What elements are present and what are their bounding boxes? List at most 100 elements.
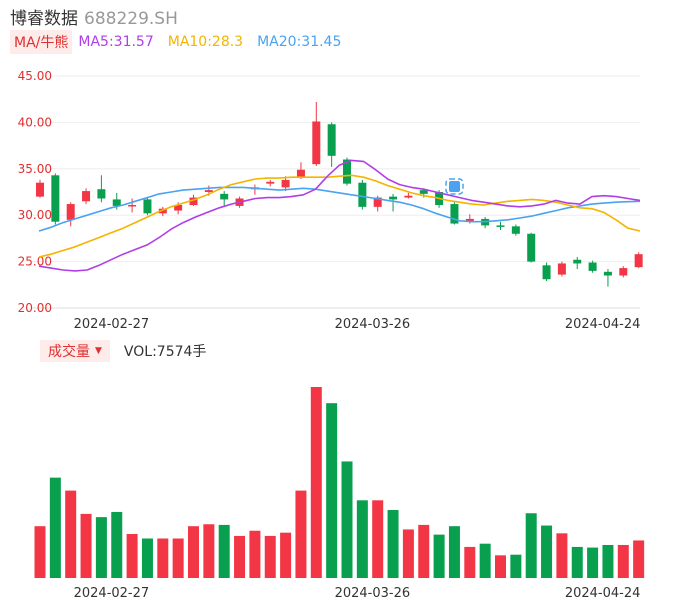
candle-body	[557, 263, 566, 275]
y-tick-label: 25.00	[18, 255, 52, 269]
volume-bar	[310, 387, 322, 578]
candle-body	[450, 204, 459, 224]
ma10-line	[38, 174, 641, 258]
candlesticks	[36, 101, 643, 287]
candle	[573, 256, 582, 270]
candle-body	[358, 182, 367, 207]
volume-bar	[510, 554, 522, 578]
candle	[128, 198, 137, 213]
candle-body	[527, 233, 536, 262]
candle	[158, 206, 167, 217]
volume-bar	[372, 500, 384, 578]
candle-body	[66, 204, 75, 220]
ma-legend: MA/牛熊 MA5:31.57 MA10:28.3 MA20:31.45	[10, 30, 341, 54]
candle-body	[588, 262, 597, 271]
candle	[296, 162, 305, 180]
candle	[266, 179, 275, 187]
candle-body	[603, 271, 612, 276]
candle-body	[496, 225, 505, 227]
candle-body	[189, 197, 198, 205]
volume-bar	[448, 526, 460, 578]
candle-body	[619, 268, 628, 276]
stock-name: 博睿数据	[10, 9, 78, 29]
candle	[527, 232, 536, 263]
candle-body	[296, 169, 305, 178]
volume-bar	[126, 533, 138, 578]
ma-indicator-tag[interactable]: MA/牛熊	[10, 30, 73, 54]
candle	[36, 179, 44, 198]
candle-body	[112, 199, 121, 206]
y-tick-label: 35.00	[18, 162, 52, 176]
candle-body	[36, 182, 44, 197]
candle	[220, 191, 229, 206]
price-gridlines	[32, 75, 640, 309]
volume-bar	[495, 555, 506, 578]
candle	[358, 179, 367, 210]
volume-bar	[34, 526, 46, 578]
candle-body	[389, 196, 398, 200]
candle	[312, 101, 321, 167]
caret-down-icon: ▼	[95, 346, 102, 356]
volume-bar	[111, 511, 123, 578]
volume-bar	[234, 535, 246, 578]
candle-body	[312, 121, 321, 165]
volume-bar	[602, 544, 614, 578]
volume-bar	[464, 546, 476, 578]
volume-bar	[541, 525, 553, 578]
candle	[542, 262, 551, 282]
volume-indicator-dropdown[interactable]: 成交量 ▼	[40, 340, 110, 362]
candle	[481, 217, 490, 229]
candle-body	[174, 204, 183, 211]
candle	[588, 260, 597, 273]
y-tick-label: 45.00	[18, 69, 52, 83]
y-tick-label: 30.00	[18, 208, 52, 222]
candle-body	[465, 218, 474, 222]
candle	[619, 266, 628, 278]
candle	[281, 176, 290, 192]
ma20-line	[38, 186, 641, 232]
candle-body	[82, 191, 91, 202]
price-y-axis: 45.00 40.00 35.00 30.00 25.00 20.00	[18, 69, 52, 315]
volume-bar	[326, 403, 338, 578]
volume-bar	[525, 513, 537, 578]
volume-bars	[34, 387, 645, 578]
stock-title: 博睿数据 688229.SH	[10, 4, 178, 29]
candle-body	[128, 204, 137, 207]
ma5-line	[38, 159, 641, 272]
volume-bar	[157, 538, 169, 578]
volume-bar	[402, 529, 414, 578]
volume-bar	[341, 461, 353, 578]
volume-bar	[218, 524, 230, 578]
volume-bar	[633, 540, 645, 578]
candle	[511, 224, 520, 236]
candle	[603, 269, 612, 287]
candle-body	[143, 199, 152, 214]
ma20-legend: MA20:31.45	[257, 34, 342, 50]
volume-value: VOL:7574手	[123, 344, 207, 360]
volume-bar	[356, 500, 368, 578]
volume-bar	[95, 517, 107, 578]
volume-legend: 成交量 ▼ VOL:7574手	[40, 340, 207, 362]
candle-body	[404, 195, 413, 198]
volume-bar	[203, 524, 215, 578]
volume-x-axis: 2024-02-27 2024-03-26 2024-04-24	[74, 586, 641, 601]
candle	[634, 252, 643, 269]
event-marker-icon	[449, 181, 460, 192]
candle	[250, 184, 259, 195]
volume-bar	[433, 534, 445, 578]
ma10-legend: MA10:28.3	[167, 34, 244, 50]
candle-body	[419, 190, 428, 194]
event-marker[interactable]	[445, 178, 464, 195]
volume-bar	[295, 490, 307, 578]
volume-bar	[80, 513, 92, 578]
candle-body	[51, 175, 60, 222]
candle	[389, 193, 398, 212]
volume-bar	[387, 510, 399, 578]
volume-bar	[587, 547, 599, 578]
volume-bar	[617, 544, 629, 578]
volume-bar	[571, 546, 583, 578]
x-tick-label: 2024-02-27	[74, 586, 150, 601]
ma5-legend: MA5:31.57	[78, 34, 154, 50]
candle-body	[542, 265, 551, 280]
